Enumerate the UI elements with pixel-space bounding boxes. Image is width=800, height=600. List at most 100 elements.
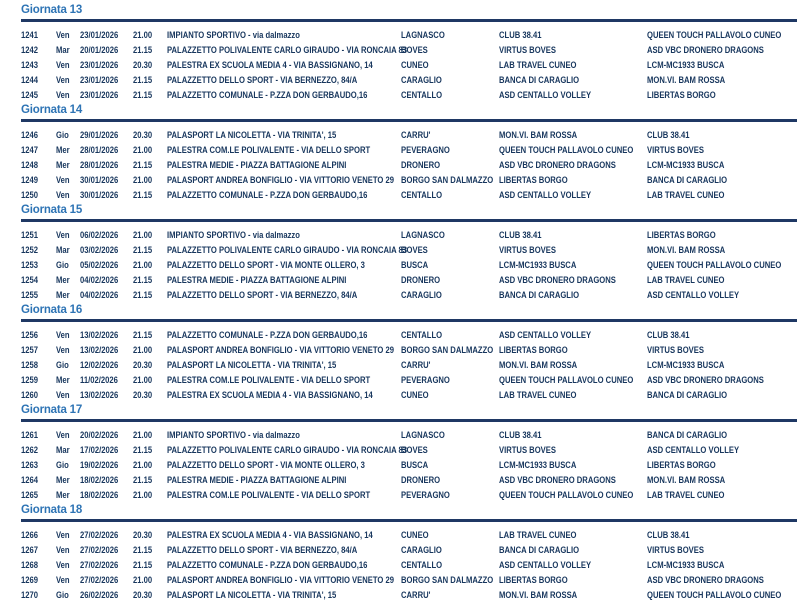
match-date-cell: 13/02/2026 — [80, 340, 133, 358]
match-time-cell: 21.15 — [133, 40, 167, 58]
match-day-cell: Mar — [56, 240, 80, 258]
match-day-cell: Mer — [56, 270, 80, 288]
match-time: 21.00 — [133, 490, 153, 500]
match-venue: PALAZZETTO COMUNALE - P.ZZA DON GERBAUDO… — [167, 330, 368, 340]
away-team-cell: LIBERTAS BORGO — [647, 455, 797, 473]
match-date: 17/02/2026 — [80, 445, 119, 455]
match-day: Ven — [56, 90, 70, 100]
match-time-cell: 21.00 — [133, 570, 167, 588]
match-day: Ven — [56, 560, 70, 570]
match-number-cell: 1250 — [21, 185, 56, 203]
match-city-cell: BORGO SAN DALMAZZO — [401, 340, 499, 358]
match-date: 13/02/2026 — [80, 330, 119, 340]
home-team: VIRTUS BOVES — [499, 245, 556, 255]
match-number: 1267 — [21, 545, 39, 555]
away-team: LAB TRAVEL CUNEO — [647, 275, 725, 285]
match-venue-cell: PALESTRA COM.LE POLIVALENTE - VIA DELLO … — [167, 370, 401, 388]
match-date-cell: 13/02/2026 — [80, 385, 133, 403]
match-date: 28/01/2026 — [80, 145, 119, 155]
match-number-cell: 1267 — [21, 540, 56, 558]
match-city-cell: LAGNASCO — [401, 25, 499, 43]
match-number: 1257 — [21, 345, 39, 355]
match-city: LAGNASCO — [401, 30, 445, 40]
match-day-cell: Ven — [56, 340, 80, 358]
away-team-cell: VIRTUS BOVES — [647, 140, 797, 158]
match-city: CARRU' — [401, 360, 431, 370]
match-city: CARAGLIO — [401, 545, 442, 555]
match-day: Mer — [56, 145, 70, 155]
home-team-cell: LCM-MC1933 BUSCA — [499, 455, 647, 473]
match-city-cell: CARAGLIO — [401, 285, 499, 303]
match-date-cell: 23/01/2026 — [80, 25, 133, 43]
match-number-cell: 1269 — [21, 570, 56, 588]
match-venue: PALASPORT LA NICOLETTA - VIA TRINITA', 1… — [167, 360, 337, 370]
away-team: ASD VBC DRONERO DRAGONS — [647, 45, 764, 55]
match-number-cell: 1257 — [21, 340, 56, 358]
match-venue-cell: PALESTRA MEDIE - PIAZZA BATTAGIONE ALPIN… — [167, 155, 401, 173]
match-venue-cell: PALESTRA EX SCUOLA MEDIA 4 - VIA BASSIGN… — [167, 525, 401, 543]
match-time-cell: 20.30 — [133, 55, 167, 73]
match-venue: PALAZZETTO DELLO SPORT - VIA MONTE OLLER… — [167, 460, 365, 470]
match-number: 1242 — [21, 45, 39, 55]
home-team-cell: ASD VBC DRONERO DRAGONS — [499, 470, 647, 488]
home-team: ASD VBC DRONERO DRAGONS — [499, 160, 616, 170]
match-day: Ven — [56, 60, 70, 70]
match-time: 21.15 — [133, 45, 153, 55]
match-city-cell: BUSCA — [401, 455, 499, 473]
match-time-cell: 21.15 — [133, 70, 167, 88]
match-number-cell: 1258 — [21, 355, 56, 373]
match-day-cell: Ven — [56, 85, 80, 103]
match-date: 20/02/2026 — [80, 430, 119, 440]
match-time-cell: 21.00 — [133, 170, 167, 188]
match-day-cell: Gio — [56, 585, 80, 600]
match-city-cell: CENTALLO — [401, 85, 499, 103]
away-team-cell: LAB TRAVEL CUNEO — [647, 185, 797, 203]
match-date-cell: 30/01/2026 — [80, 170, 133, 188]
match-time: 21.00 — [133, 145, 153, 155]
match-date: 04/02/2026 — [80, 275, 119, 285]
home-team-cell: LIBERTAS BORGO — [499, 170, 647, 188]
match-date-cell: 29/01/2026 — [80, 125, 133, 143]
away-team-cell: ASD CENTALLO VOLLEY — [647, 285, 797, 303]
match-day: Gio — [56, 460, 69, 470]
match-number: 1262 — [21, 445, 39, 455]
match-city-cell: BOVES — [401, 40, 499, 58]
home-team: ASD CENTALLO VOLLEY — [499, 90, 592, 100]
home-team-cell: QUEEN TOUCH PALLAVOLO CUNEO — [499, 370, 647, 388]
match-venue-cell: PALASPORT LA NICOLETTA - VIA TRINITA', 1… — [167, 125, 401, 143]
match-date: 13/02/2026 — [80, 345, 119, 355]
match-date-cell: 27/02/2026 — [80, 570, 133, 588]
home-team-cell: CLUB 38.41 — [499, 225, 647, 243]
away-team: CLUB 38.41 — [647, 130, 690, 140]
away-team: MON.VI. BAM ROSSA — [647, 475, 726, 485]
home-team-cell: LAB TRAVEL CUNEO — [499, 385, 647, 403]
match-venue-cell: PALASPORT ANDREA BONFIGLIO - VIA VITTORI… — [167, 570, 401, 588]
match-number: 1247 — [21, 145, 39, 155]
home-team: QUEEN TOUCH PALLAVOLO CUNEO — [499, 145, 634, 155]
match-day: Ven — [56, 430, 70, 440]
match-number: 1254 — [21, 275, 39, 285]
match-number: 1260 — [21, 390, 39, 400]
match-date: 03/02/2026 — [80, 245, 119, 255]
match-city: BOVES — [401, 245, 428, 255]
match-time-cell: 21.15 — [133, 270, 167, 288]
match-day-cell: Mer — [56, 140, 80, 158]
home-team: LIBERTAS BORGO — [499, 575, 568, 585]
home-team: CLUB 38.41 — [499, 430, 542, 440]
away-team-cell: MON.VI. BAM ROSSA — [647, 70, 797, 88]
match-date-cell: 23/01/2026 — [80, 55, 133, 73]
match-day-cell: Mar — [56, 40, 80, 58]
match-row: 1259 Mer 11/02/2026 21.00 PALESTRA COM.L… — [21, 370, 797, 385]
match-row: 1247 Mer 28/01/2026 21.00 PALESTRA COM.L… — [21, 140, 797, 155]
match-number: 1258 — [21, 360, 39, 370]
match-day-cell: Ven — [56, 325, 80, 343]
match-date: 23/01/2026 — [80, 30, 119, 40]
match-city: LAGNASCO — [401, 230, 445, 240]
match-day-cell: Ven — [56, 540, 80, 558]
match-day: Mar — [56, 45, 70, 55]
match-venue-cell: PALASPORT LA NICOLETTA - VIA TRINITA', 1… — [167, 585, 401, 600]
match-number-cell: 1248 — [21, 155, 56, 173]
match-date: 27/02/2026 — [80, 560, 119, 570]
away-team: LIBERTAS BORGO — [647, 230, 716, 240]
away-team: MON.VI. BAM ROSSA — [647, 245, 726, 255]
